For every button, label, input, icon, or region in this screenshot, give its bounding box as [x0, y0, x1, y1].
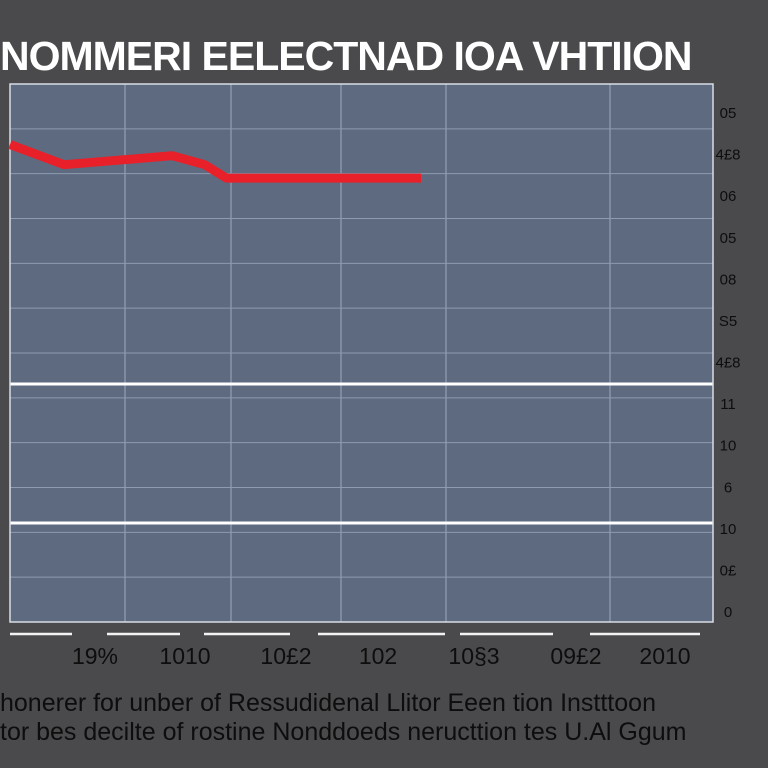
series-line: [8, 140, 421, 183]
plot-frame: [9, 83, 714, 623]
y-axis: 05 4£8 06 05 08 S5 4£8 11 10 6 10 0£ 0: [715, 105, 740, 621]
y-tick-label: 11: [720, 396, 736, 413]
x-tick-label: 10£2: [260, 643, 311, 669]
y-tick-label: 10: [720, 521, 737, 538]
y-tick-label: 08: [720, 271, 737, 288]
chart-title: NOMMERI EELECTNAD IOA VHTIION: [0, 33, 693, 79]
x-axis: 19% 1010 10£2 102 10§3 09£2 2010: [10, 632, 700, 669]
caption-line-2: tor bes decilte of rostine Nonddoeds ner…: [0, 718, 687, 746]
y-tick-label: 06: [720, 188, 737, 205]
x-tick-label: 09£2: [550, 643, 601, 669]
y-tick-label: 10: [720, 438, 737, 455]
x-tick-label: 1010: [159, 643, 210, 669]
y-tick-label: 4£8: [715, 147, 740, 164]
y-tick-label: 05: [720, 105, 737, 122]
y-tick-label: 0£: [720, 562, 737, 579]
caption-line-1: honerer for unber of Ressudidenal Llitor…: [0, 689, 656, 717]
x-tick-label: 102: [359, 643, 397, 669]
x-tick-label: 2010: [639, 643, 690, 669]
y-tick-label: 6: [724, 479, 732, 496]
series-group: [8, 140, 422, 183]
x-tick-label: 19%: [72, 643, 118, 669]
x-tick-label: 10§3: [448, 643, 499, 669]
y-tick-label: 05: [720, 230, 737, 247]
y-tick-label: 4£8: [715, 355, 740, 372]
y-tick-label: S5: [719, 313, 737, 330]
y-tick-label: 0: [724, 604, 732, 621]
band-lines: [10, 382, 713, 525]
